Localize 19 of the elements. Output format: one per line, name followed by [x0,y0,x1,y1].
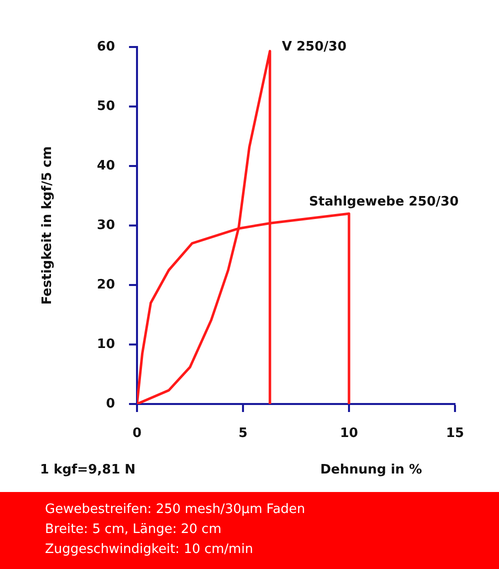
y-axis-title: Festigkeit in kgf/5 cm [40,146,56,305]
x-tick-label: 0 [132,426,142,442]
series-label: V 250/30 [282,40,346,55]
y-tick-label: 60 [96,39,115,54]
x-tick-label: 15 [446,426,464,442]
y-tick-label: 20 [96,277,115,292]
x-tick-label: 5 [238,426,248,442]
y-tick-label: 40 [96,158,115,174]
y-tick-label: 50 [96,98,115,114]
text: Zuggeschwindigkeit: 10 cm/min [45,541,254,559]
series-label: Stahlgewebe 250/30 [309,194,459,210]
text: Gewebestreifen: 250 mesh/30µm Faden [45,501,306,519]
x-axis-title: Dehnung in % [320,462,422,478]
text: Breite: 5 cm, Länge: 20 cm [45,521,222,539]
y-tick-label: 10 [96,336,115,352]
y-tick-label: 30 [96,218,115,233]
text: 1 kgf=9,81 N [40,462,136,478]
y-tick-label: 0 [106,396,115,412]
x-tick-label: 10 [340,426,358,442]
